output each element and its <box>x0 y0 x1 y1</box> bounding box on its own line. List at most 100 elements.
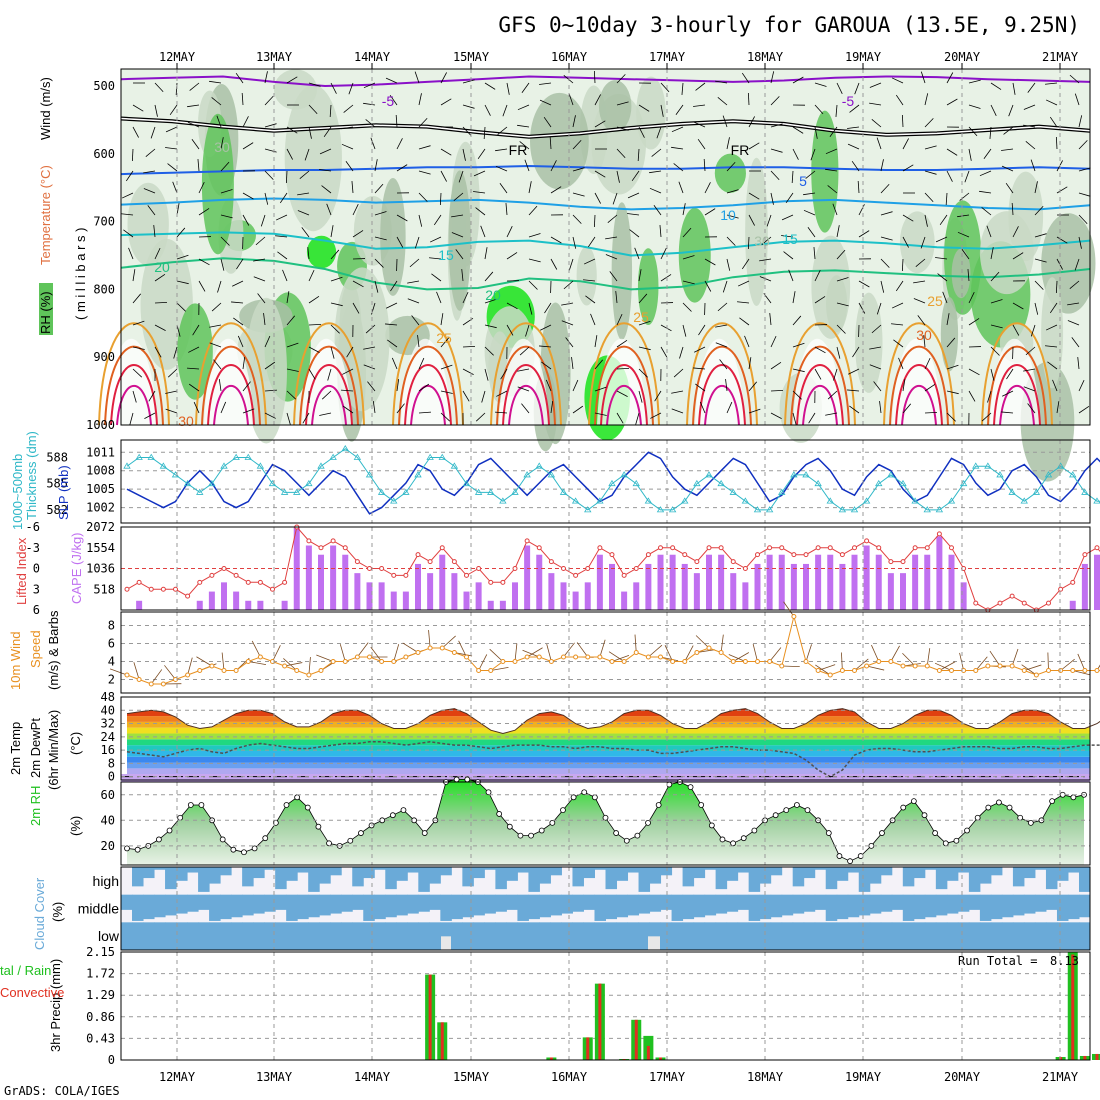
rh2m-marker <box>847 858 853 865</box>
wind-barb-10m <box>478 654 488 671</box>
temp-line <box>126 708 1100 735</box>
cloud-cell <box>352 894 364 910</box>
cloud-cell <box>539 894 551 918</box>
wind-barb <box>902 403 912 414</box>
wind-speed-marker <box>245 659 251 664</box>
lifted-index-marker <box>645 552 651 558</box>
wind-barb <box>1012 324 1020 336</box>
cloud-cell <box>1067 922 1080 950</box>
wind-speed-marker <box>185 672 191 678</box>
wind-barb-10m <box>441 635 456 649</box>
wind-barb <box>220 258 225 271</box>
wind-barb <box>198 208 210 216</box>
lifted-tick-label: 3 <box>33 582 40 596</box>
wind-barb <box>121 213 134 216</box>
wind-barb <box>484 82 496 90</box>
wind-barb-10m <box>769 647 782 662</box>
wind-barb <box>308 104 318 115</box>
wind-barb <box>517 368 530 372</box>
wind-barb <box>308 269 315 282</box>
contour-label: 30 <box>214 139 230 155</box>
wind-barb <box>253 258 266 262</box>
cape-bar <box>233 591 240 610</box>
lifted-index-marker <box>306 538 312 544</box>
cloud-cell <box>726 867 739 881</box>
cloud-cell <box>451 894 463 920</box>
wind-barb <box>814 346 826 354</box>
chart-title: GFS 0~10day 3-hourly for GAROUA (13.5E, … <box>498 13 1080 37</box>
cape-bar <box>584 582 591 610</box>
wind-barb <box>500 368 508 380</box>
wind-barb <box>651 148 662 157</box>
axis-labels: RH (%) Temperature (°C) Wind (m/s) ( m i… <box>0 77 88 1052</box>
wind-barb <box>827 185 838 194</box>
wind-barb <box>915 258 926 268</box>
wind-barb <box>660 82 670 93</box>
wind-barb <box>871 118 882 128</box>
rh2m-marker <box>1017 814 1024 821</box>
wind-barb <box>545 379 552 392</box>
cloud-cell <box>649 894 662 912</box>
wind-barb <box>505 203 508 216</box>
contour-label: 20 <box>154 259 170 275</box>
lifted-index-marker <box>694 559 700 565</box>
footer: GrADS: COLA/IGES <box>4 1084 120 1098</box>
wind-barb <box>946 390 959 395</box>
wind-barb <box>431 273 442 282</box>
wind-barb-10m <box>664 645 673 662</box>
wind-barb <box>1001 411 1014 414</box>
wind-barb <box>616 313 623 326</box>
cloud-cell <box>1023 867 1036 879</box>
thickness-marker <box>341 444 349 452</box>
wind-barb <box>704 280 712 292</box>
wind-barb <box>436 291 442 304</box>
wind-speed-marker <box>354 654 360 660</box>
wind-barb <box>374 280 379 293</box>
wind-barb <box>563 280 574 290</box>
wind-barb <box>1011 203 1014 216</box>
wind-barb <box>176 227 186 238</box>
wind-barb <box>836 302 849 307</box>
wind-speed-marker <box>500 659 506 664</box>
rh-patch <box>1041 277 1064 389</box>
wind-barb <box>275 235 288 238</box>
rh2m-marker <box>389 812 396 819</box>
minmax-axis-label: (6hr Min/Max) <box>46 710 61 790</box>
temp-tick-label: 24 <box>101 730 115 744</box>
contour-label: -5 <box>842 93 855 109</box>
wind-barb <box>121 192 134 199</box>
wind-speed-marker <box>548 659 554 664</box>
wind-barb <box>191 139 200 150</box>
cloud-cell <box>385 922 397 950</box>
wind-barb <box>726 137 730 150</box>
wind-barb <box>165 126 178 133</box>
temp-band <box>127 756 1090 763</box>
wind-speed-marker <box>1021 668 1027 673</box>
wind-barb <box>747 92 750 106</box>
date-label-top: 12MAY <box>159 50 196 64</box>
wind-speed-marker <box>924 663 930 669</box>
cloud-cell <box>682 922 695 950</box>
cloud-cell <box>385 867 397 890</box>
cloud-cell <box>913 922 926 950</box>
wind-barb <box>211 97 222 106</box>
cloud-cell <box>858 894 871 916</box>
wind-barb <box>893 339 904 348</box>
wind-barb <box>829 126 838 137</box>
cloud-cell <box>803 894 816 912</box>
wind-barb <box>879 401 882 414</box>
cloud-cell <box>308 922 320 950</box>
cloud-cell <box>616 867 629 881</box>
cloud-cell <box>726 922 739 950</box>
cloud-cell <box>1045 894 1058 910</box>
wind-barb <box>593 214 596 228</box>
cape-bar <box>815 554 822 610</box>
lifted-index-marker <box>839 552 845 558</box>
wind-speed-marker <box>864 663 870 669</box>
wind-barb <box>1078 379 1085 392</box>
wind-barb <box>496 390 508 397</box>
wind-barb <box>937 273 948 282</box>
panel-frame <box>120 439 1091 524</box>
lifted-index-marker <box>233 572 239 578</box>
lifted-index-marker <box>670 545 676 551</box>
